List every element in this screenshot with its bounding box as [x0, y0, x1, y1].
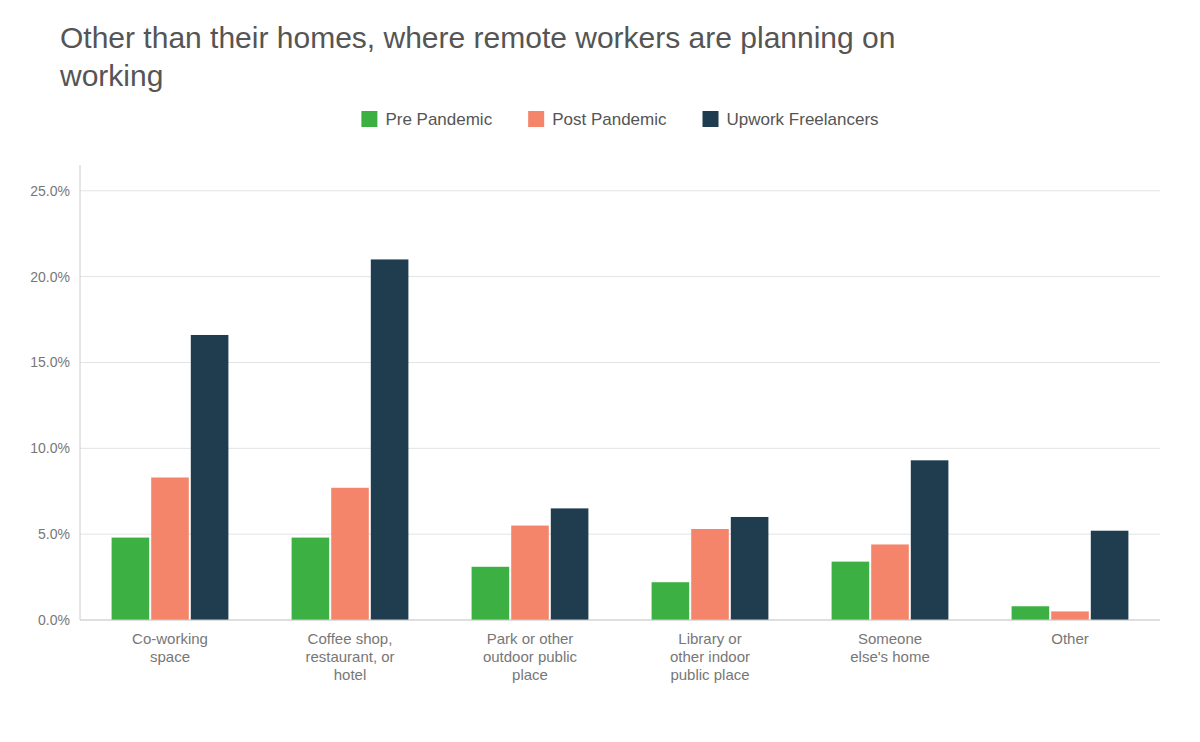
x-axis-line [80, 620, 1160, 621]
bar [511, 526, 549, 620]
y-tick-label: 20.0% [30, 269, 70, 285]
bar [1012, 606, 1050, 620]
x-tick-label: Someoneelse's home [850, 630, 930, 665]
grid-line [80, 362, 1160, 363]
legend: Pre Pandemic Post Pandemic Upwork Freelanc… [361, 110, 878, 129]
y-tick-label: 0.0% [38, 612, 70, 628]
legend-swatch [361, 111, 377, 127]
x-tick-label: Co-workingspace [132, 630, 208, 665]
bar [731, 517, 769, 620]
bar [1091, 531, 1129, 620]
grid-line [80, 448, 1160, 449]
bar [652, 582, 690, 620]
bar [551, 508, 589, 620]
bar [292, 538, 330, 620]
y-tick-label: 15.0% [30, 354, 70, 370]
y-tick-label: 10.0% [30, 440, 70, 456]
bars [112, 259, 1129, 620]
legend-swatch [703, 111, 719, 127]
bar [191, 335, 229, 620]
x-tick-label: Library orother indoorpublic place [670, 630, 750, 683]
grid [80, 191, 1160, 620]
bar [1051, 611, 1089, 620]
legend-label: Upwork Freelancers [727, 110, 879, 129]
y-axis-line [80, 165, 81, 620]
legend-item: Upwork Freelancers [703, 110, 879, 129]
bar [871, 544, 909, 620]
y-tick-label: 5.0% [38, 526, 70, 542]
grid-line [80, 534, 1160, 535]
grid-line [80, 620, 1160, 621]
bar [911, 460, 949, 620]
title: Other than their homes, where remote wor… [59, 21, 895, 92]
legend-label: Post Pandemic [552, 110, 667, 129]
grid-line [80, 276, 1160, 277]
chart: Other than their homes, where remote wor… [0, 0, 1200, 742]
legend-label: Pre Pandemic [385, 110, 492, 129]
x-tick-label: Other [1051, 630, 1089, 647]
x-tick-label: Park or otheroutdoor publicplace [483, 630, 578, 683]
y-tick-label: 25.0% [30, 183, 70, 199]
bar [832, 562, 870, 620]
grid-line [80, 190, 1160, 191]
legend-item: Pre Pandemic [361, 110, 492, 129]
bar [112, 538, 150, 620]
legend-item: Post Pandemic [528, 110, 667, 129]
bar [691, 529, 729, 620]
bar [472, 567, 510, 620]
bar [331, 488, 369, 620]
legend-swatch [528, 111, 544, 127]
bar [371, 259, 409, 620]
x-tick-label: Coffee shop,restaurant, orhotel [305, 630, 394, 683]
bar [151, 477, 189, 620]
